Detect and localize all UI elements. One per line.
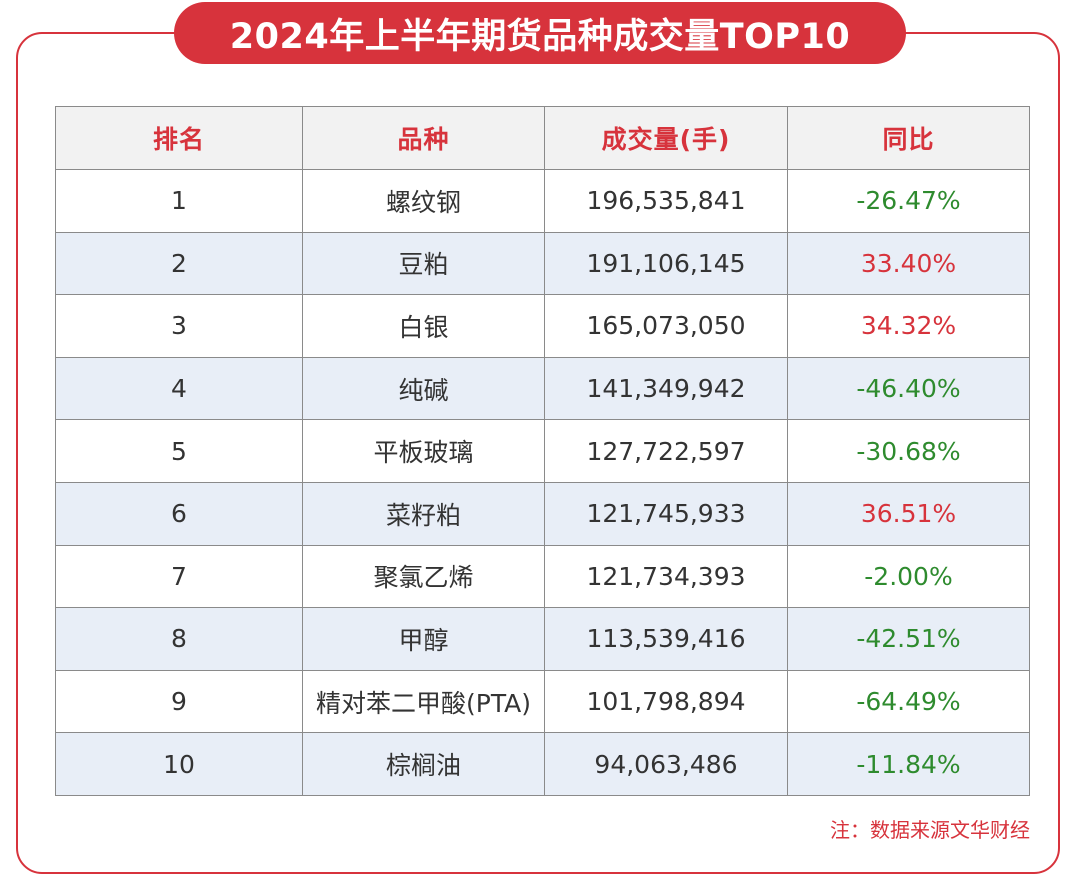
yoy-cell: -30.68% xyxy=(787,419,1030,483)
yoy-cell: -64.49% xyxy=(787,669,1030,734)
volume-cell: 196,535,841 xyxy=(544,169,788,233)
volume-cell: 121,745,933 xyxy=(544,481,788,546)
rank-cell: 9 xyxy=(55,669,303,734)
rank-cell: 7 xyxy=(55,544,303,609)
table-row: 8 甲醇 113,539,416 -42.51% xyxy=(55,607,1030,671)
volume-cell: 94,063,486 xyxy=(544,732,788,796)
header-yoy: 同比 xyxy=(787,106,1030,170)
yoy-cell: 33.40% xyxy=(787,231,1030,296)
page-title: 2024年上半年期货品种成交量TOP10 xyxy=(174,2,906,64)
rank-cell: 4 xyxy=(55,356,303,421)
volume-cell: 101,798,894 xyxy=(544,669,788,734)
volume-cell: 113,539,416 xyxy=(544,607,788,671)
table-row: 5 平板玻璃 127,722,597 -30.68% xyxy=(55,419,1030,483)
table-row: 7 聚氯乙烯 121,734,393 -2.00% xyxy=(55,544,1030,609)
ranking-table-wrap: 排名 品种 成交量(手) 同比 1 螺纹钢 196,535,841 -26.47% 2 豆… xyxy=(55,106,1030,796)
ranking-table: 排名 品种 成交量(手) 同比 1 螺纹钢 196,535,841 -26.47% 2 豆… xyxy=(55,106,1030,796)
table-row: 9 精对苯二甲酸(PTA) 101,798,894 -64.49% xyxy=(55,669,1030,734)
table-row: 10 棕榈油 94,063,486 -11.84% xyxy=(55,732,1030,796)
table-row: 4 纯碱 141,349,942 -46.40% xyxy=(55,356,1030,421)
name-cell: 豆粕 xyxy=(302,231,545,296)
yoy-cell: -42.51% xyxy=(787,607,1030,671)
rank-cell: 2 xyxy=(55,231,303,296)
rank-cell: 10 xyxy=(55,732,303,796)
source-note: 注：数据来源文华财经 xyxy=(830,818,1030,842)
rank-cell: 5 xyxy=(55,419,303,483)
name-cell: 聚氯乙烯 xyxy=(302,544,545,609)
table-body: 1 螺纹钢 196,535,841 -26.47% 2 豆粕 191,106,145 33.4… xyxy=(55,169,1030,796)
yoy-cell: 34.32% xyxy=(787,294,1030,358)
volume-cell: 127,722,597 xyxy=(544,419,788,483)
rank-cell: 3 xyxy=(55,294,303,358)
yoy-cell: -46.40% xyxy=(787,356,1030,421)
volume-cell: 141,349,942 xyxy=(544,356,788,421)
header-rank: 排名 xyxy=(55,106,303,170)
name-cell: 平板玻璃 xyxy=(302,419,545,483)
volume-cell: 165,073,050 xyxy=(544,294,788,358)
name-cell: 白银 xyxy=(302,294,545,358)
name-cell: 棕榈油 xyxy=(302,732,545,796)
table-row: 2 豆粕 191,106,145 33.40% xyxy=(55,231,1030,296)
yoy-cell: -26.47% xyxy=(787,169,1030,233)
table-row: 3 白银 165,073,050 34.32% xyxy=(55,294,1030,358)
table-header-row: 排名 品种 成交量(手) 同比 xyxy=(55,106,1030,170)
name-cell: 螺纹钢 xyxy=(302,169,545,233)
header-name: 品种 xyxy=(302,106,545,170)
name-cell: 菜籽粕 xyxy=(302,481,545,546)
header-volume: 成交量(手) xyxy=(544,106,788,170)
rank-cell: 1 xyxy=(55,169,303,233)
name-cell: 精对苯二甲酸(PTA) xyxy=(302,669,545,734)
table-row: 1 螺纹钢 196,535,841 -26.47% xyxy=(55,169,1030,233)
yoy-cell: 36.51% xyxy=(787,481,1030,546)
volume-cell: 191,106,145 xyxy=(544,231,788,296)
rank-cell: 6 xyxy=(55,481,303,546)
yoy-cell: -2.00% xyxy=(787,544,1030,609)
name-cell: 甲醇 xyxy=(302,607,545,671)
yoy-cell: -11.84% xyxy=(787,732,1030,796)
name-cell: 纯碱 xyxy=(302,356,545,421)
table-row: 6 菜籽粕 121,745,933 36.51% xyxy=(55,481,1030,546)
rank-cell: 8 xyxy=(55,607,303,671)
volume-cell: 121,734,393 xyxy=(544,544,788,609)
